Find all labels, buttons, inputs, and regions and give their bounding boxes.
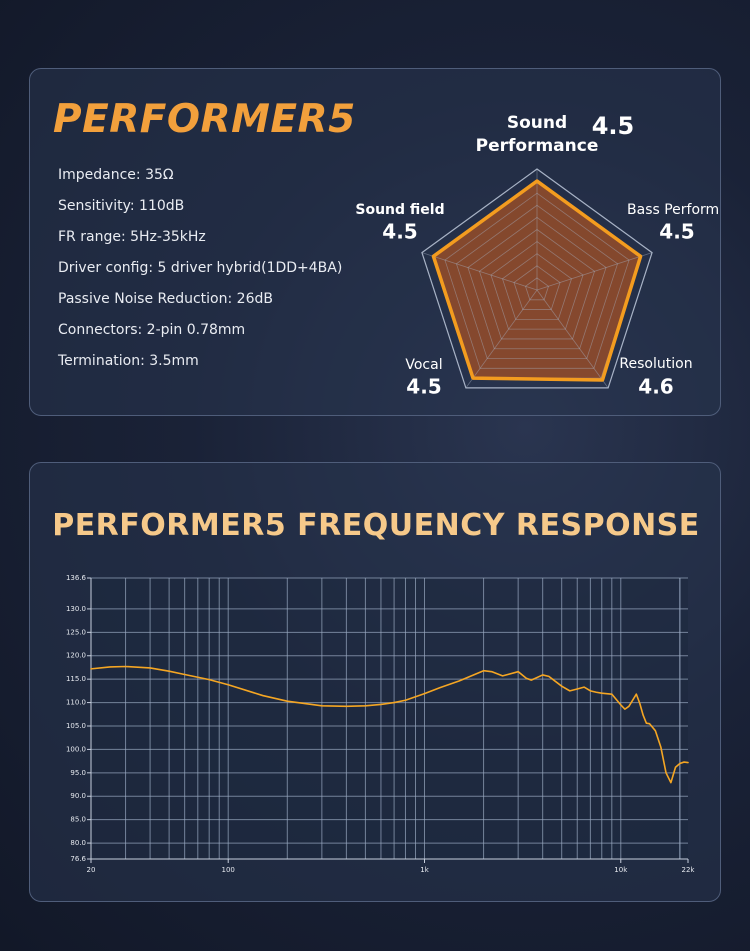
y-tick-label: 80.0 xyxy=(70,839,86,847)
radar-grid-ring xyxy=(525,277,549,301)
radar-grid-ring xyxy=(444,192,630,369)
radar-grid-ring xyxy=(455,204,619,359)
product-title: PERFORMER5 xyxy=(53,97,356,142)
spec-connectors: Connectors: 2-pin 0.78mm xyxy=(58,322,246,338)
spec-fr-range: FR range: 5Hz-35kHz xyxy=(58,229,206,245)
radar-axis-value: 4.5 xyxy=(406,375,441,399)
y-tick-label: 110.0 xyxy=(66,699,86,707)
specs-card: PERFORMER5 Impedance: 35Ω Sensitivity: 1… xyxy=(29,68,721,416)
spec-termination: Termination: 3.5mm xyxy=(58,353,199,369)
radar-axis-value: 4.5 xyxy=(659,220,694,244)
chart-title: PERFORMER5 FREQUENCY RESPONSE xyxy=(52,508,700,543)
y-tick-label: 130.0 xyxy=(66,605,86,613)
radar-grid-ring xyxy=(478,229,596,340)
x-tick-label: 100 xyxy=(222,866,235,874)
y-tick-label: 120.0 xyxy=(66,652,86,660)
y-tick-label: 95.0 xyxy=(70,769,86,777)
y-tick-label: 76.6 xyxy=(70,855,86,863)
radar-axis-label: Sound field xyxy=(355,202,444,218)
radar-value-fill xyxy=(433,181,641,381)
radar-outer-ring xyxy=(421,168,653,389)
y-tick-label: 90.0 xyxy=(70,792,86,800)
spec-list: Impedance: 35Ω Sensitivity: 110dB FR ran… xyxy=(58,165,342,382)
radar-axis-value: 4.6 xyxy=(638,375,673,399)
radar-axis-label: Sound xyxy=(507,113,567,133)
radar-axis-label: Bass Performance xyxy=(627,202,720,218)
radar-grid-ring xyxy=(490,241,584,330)
radar-axis-label: Performance xyxy=(476,136,599,156)
radar-spoke xyxy=(536,252,653,291)
radar-grid-ring xyxy=(513,265,561,310)
radar-axis-value: 4.5 xyxy=(382,220,417,244)
spec-sensitivity: Sensitivity: 110dB xyxy=(58,198,185,214)
y-tick-label: 125.0 xyxy=(66,628,86,636)
radar-axis-value: 4.5 xyxy=(592,112,635,140)
radar-axis-label: Vocal xyxy=(405,357,442,373)
radar-value-outline xyxy=(431,179,643,382)
x-tick-label: 1k xyxy=(420,866,429,874)
y-tick-label: 100.0 xyxy=(66,745,86,753)
x-tick-label: 22k xyxy=(682,866,696,874)
frequency-card: PERFORMER5 FREQUENCY RESPONSE 76.6 80.0 85… xyxy=(29,462,721,902)
frequency-response-chart: 76.6 80.0 85.0 90.0 95.0 100.0 105.0 110.0 115.0… xyxy=(66,574,696,874)
x-tick-label: 20 xyxy=(87,866,96,874)
y-tick-label: 136.6 xyxy=(66,574,87,582)
x-tick-label: 10k xyxy=(614,866,628,874)
radar-grid-ring xyxy=(502,253,572,320)
plot-area xyxy=(91,578,688,859)
radar-spoke xyxy=(421,252,538,291)
radar-spoke xyxy=(536,289,609,389)
radar-grid-ring xyxy=(467,216,607,350)
frequency-response-line xyxy=(90,665,689,784)
radar-axis-label: Resolution xyxy=(619,356,692,372)
y-tick-label: 85.0 xyxy=(70,816,86,824)
spec-driver-config: Driver config: 5 driver hybrid(1DD+4BA) xyxy=(58,260,343,276)
spec-impedance: Impedance: 35Ω xyxy=(58,167,174,183)
spec-noise-reduction: Passive Noise Reduction: 26dB xyxy=(58,291,273,307)
radar-spoke xyxy=(465,289,538,389)
y-tick-label: 105.0 xyxy=(66,722,86,730)
y-tick-label: 115.0 xyxy=(66,675,86,683)
